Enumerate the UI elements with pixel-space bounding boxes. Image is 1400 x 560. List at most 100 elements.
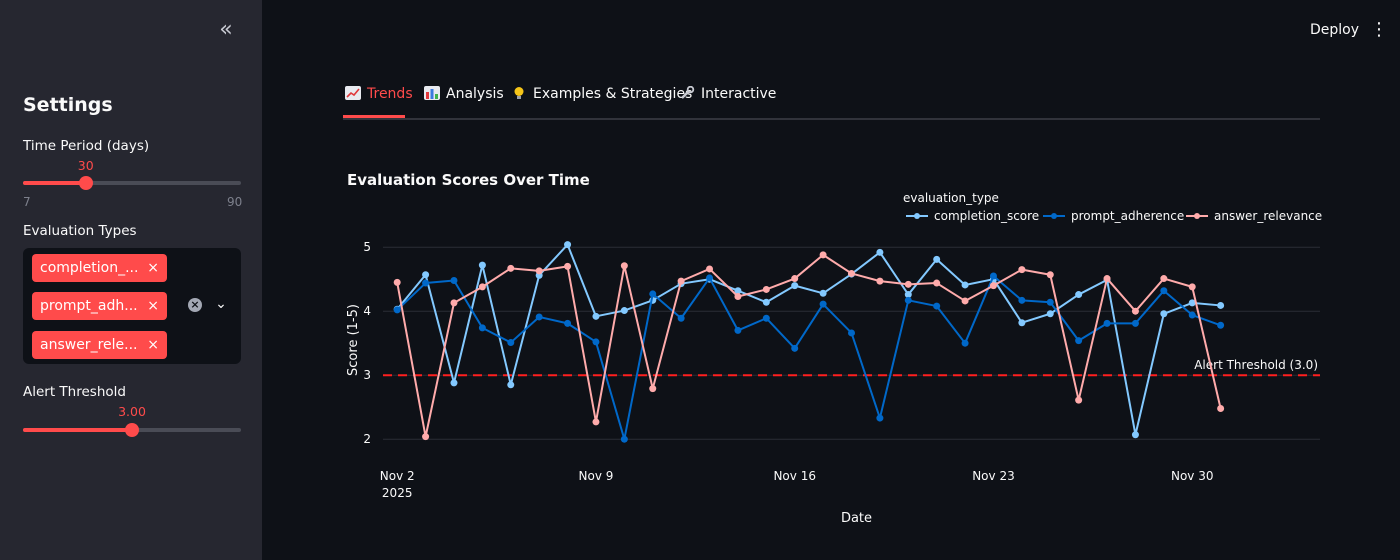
alert-threshold-slider[interactable] bbox=[23, 423, 241, 437]
data-point-completion_score bbox=[848, 270, 855, 278]
tab-label: Interactive bbox=[701, 86, 777, 102]
data-point-prompt_adherence bbox=[1103, 319, 1111, 327]
data-point-answer_relevance bbox=[904, 280, 912, 288]
tab-analysis[interactable]: Analysis bbox=[424, 86, 504, 116]
data-point-answer_relevance bbox=[1103, 275, 1111, 283]
remove-tag-icon[interactable]: × bbox=[147, 298, 159, 314]
data-point-answer_relevance bbox=[819, 251, 827, 259]
data-point-answer_relevance bbox=[706, 265, 714, 273]
legend-title: evaluation_type bbox=[903, 191, 999, 205]
data-point-completion_score bbox=[1018, 319, 1026, 327]
legend-swatch bbox=[1186, 210, 1208, 222]
tab-bar: Trends Analysis Examples & Strategies In… bbox=[343, 80, 1320, 120]
tag-label: completion_... bbox=[40, 260, 139, 276]
x-tick-sublabel: 2025 bbox=[382, 486, 413, 500]
time-period-slider-fill bbox=[23, 181, 86, 185]
time-period-slider-thumb[interactable] bbox=[78, 176, 93, 190]
more-menu-icon[interactable]: ⋮ bbox=[1370, 19, 1388, 40]
time-period-slider[interactable] bbox=[23, 176, 241, 190]
tab-label: Trends bbox=[367, 86, 413, 102]
data-point-completion_score bbox=[791, 282, 799, 290]
data-point-answer_relevance bbox=[393, 278, 401, 286]
data-point-completion_score bbox=[507, 381, 515, 389]
tab-label: Examples & Strategies bbox=[533, 86, 693, 102]
data-point-completion_score bbox=[422, 271, 430, 279]
data-point-prompt_adherence bbox=[961, 339, 969, 347]
tab-examples-strategies[interactable]: Examples & Strategies bbox=[511, 86, 692, 116]
tag-label: prompt_adh... bbox=[40, 298, 138, 314]
x-tick-label: Nov 30 bbox=[1171, 469, 1214, 483]
data-point-answer_relevance bbox=[1160, 275, 1168, 283]
data-point-completion_score bbox=[592, 312, 600, 320]
data-point-prompt_adherence bbox=[564, 319, 572, 327]
alert-threshold-value: 3.00 bbox=[118, 404, 146, 419]
tab-interactive[interactable]: Interactive bbox=[679, 85, 777, 116]
data-point-answer_relevance bbox=[933, 279, 941, 287]
data-point-completion_score bbox=[819, 289, 827, 297]
alert-threshold-slider-thumb[interactable] bbox=[125, 423, 139, 437]
data-point-prompt_adherence bbox=[1131, 319, 1139, 327]
data-point-answer_relevance bbox=[535, 267, 543, 275]
legend-swatch bbox=[906, 210, 928, 222]
data-point-prompt_adherence bbox=[450, 276, 458, 284]
data-point-answer_relevance bbox=[791, 275, 799, 283]
data-point-prompt_adherence bbox=[848, 329, 855, 337]
tag-answer-relevance: answer_rele... × bbox=[32, 331, 167, 359]
series-line-prompt_adherence bbox=[396, 275, 1221, 441]
x-tick-label: Nov 9 bbox=[579, 469, 614, 483]
series-line-completion_score bbox=[396, 243, 1221, 436]
data-point-completion_score bbox=[876, 248, 884, 256]
data-point-completion_score bbox=[620, 307, 628, 315]
data-point-answer_relevance bbox=[762, 285, 770, 293]
data-point-prompt_adherence bbox=[1046, 298, 1054, 306]
data-point-prompt_adherence bbox=[1018, 296, 1026, 304]
data-point-completion_score bbox=[734, 287, 742, 295]
data-point-completion_score bbox=[535, 271, 543, 279]
sidebar-title: Settings bbox=[23, 94, 113, 116]
data-point-completion_score bbox=[450, 379, 458, 387]
alert-threshold-slider-fill bbox=[23, 428, 132, 432]
data-point-prompt_adherence bbox=[620, 435, 628, 443]
legend-item-prompt-adherence[interactable]: prompt_adherence bbox=[1043, 209, 1184, 223]
data-point-answer_relevance bbox=[848, 269, 855, 277]
data-point-answer_relevance bbox=[592, 418, 600, 426]
data-point-prompt_adherence bbox=[1217, 321, 1225, 329]
data-point-answer_relevance bbox=[961, 297, 969, 305]
data-point-prompt_adherence bbox=[478, 324, 486, 332]
data-point-completion_score bbox=[564, 241, 572, 249]
data-point-completion_score bbox=[961, 281, 969, 289]
data-point-prompt_adherence bbox=[876, 414, 884, 422]
data-point-completion_score bbox=[393, 305, 401, 313]
data-point-answer_relevance bbox=[1217, 404, 1225, 412]
tag-label: answer_rele... bbox=[40, 337, 138, 353]
data-point-prompt_adherence bbox=[592, 338, 600, 346]
data-point-prompt_adherence bbox=[933, 302, 941, 310]
evaluation-types-label: Evaluation Types bbox=[23, 223, 137, 239]
data-point-answer_relevance bbox=[620, 262, 628, 270]
alert-threshold-label: Alert Threshold bbox=[23, 384, 126, 400]
data-point-prompt_adherence bbox=[791, 344, 799, 352]
chevron-down-icon[interactable]: ⌄ bbox=[215, 296, 227, 312]
legend-item-completion-score[interactable]: completion_score bbox=[906, 209, 1039, 223]
x-tick-label: Nov 16 bbox=[773, 469, 816, 483]
remove-tag-icon[interactable]: × bbox=[147, 260, 159, 276]
data-point-prompt_adherence bbox=[762, 314, 770, 322]
data-point-completion_score bbox=[677, 280, 685, 288]
chart-title: Evaluation Scores Over Time bbox=[347, 171, 590, 189]
collapse-sidebar-button[interactable]: « bbox=[214, 19, 238, 42]
data-point-completion_score bbox=[1075, 291, 1083, 299]
x-tick-label: Nov 23 bbox=[972, 469, 1015, 483]
data-point-completion_score bbox=[762, 298, 770, 306]
y-tick-label: 5 bbox=[363, 240, 371, 254]
legend-item-answer-relevance[interactable]: answer_relevance bbox=[1186, 209, 1322, 223]
data-point-completion_score bbox=[478, 261, 486, 269]
clear-all-icon[interactable]: × bbox=[188, 298, 202, 312]
tag-completion-score: completion_... × bbox=[32, 254, 167, 282]
deploy-button[interactable]: Deploy bbox=[1310, 22, 1360, 38]
evaluation-types-multiselect[interactable]: completion_... × prompt_adh... × answer_… bbox=[23, 248, 241, 364]
data-point-answer_relevance bbox=[1188, 283, 1196, 291]
bar-chart-icon bbox=[424, 86, 440, 100]
tab-trends[interactable]: Trends bbox=[345, 86, 413, 116]
remove-tag-icon[interactable]: × bbox=[147, 337, 159, 353]
data-point-prompt_adherence bbox=[819, 300, 827, 308]
